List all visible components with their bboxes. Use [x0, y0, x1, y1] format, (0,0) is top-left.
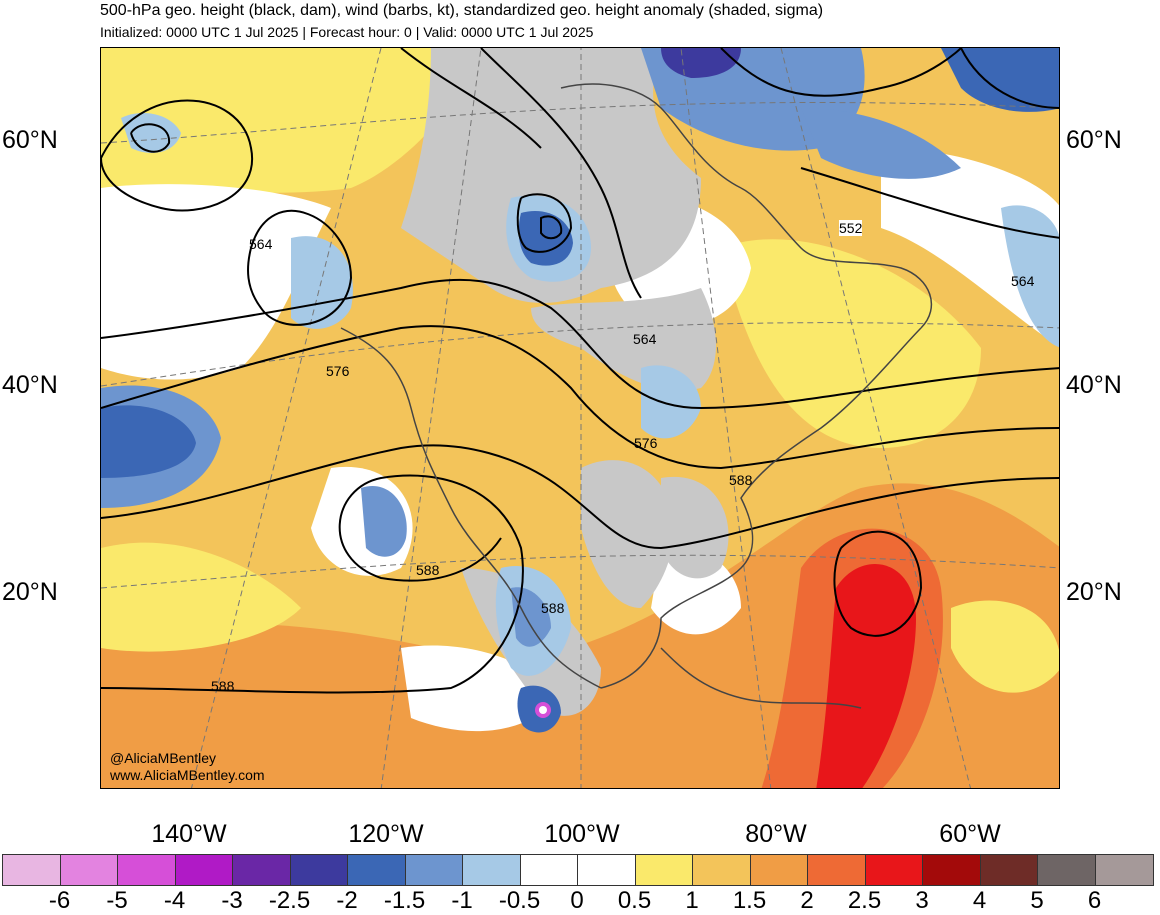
lat-label-60n-right: 60°N [1066, 126, 1122, 154]
colorbar-cell [290, 855, 348, 885]
colorbar-cell [1095, 855, 1153, 885]
colorbar-cell [348, 855, 406, 885]
colorbar [2, 854, 1154, 886]
lon-label-80w: 80°W [745, 820, 807, 848]
contour-label: 576 [634, 435, 658, 451]
colorbar-tick-label: -3 [221, 887, 243, 914]
chart-subtitle: Initialized: 0000 UTC 1 Jul 2025 | Forec… [100, 24, 594, 40]
contour-label: 576 [326, 363, 350, 379]
colorbar-tick-label: -0.5 [498, 887, 541, 914]
lon-label-100w: 100°W [544, 820, 620, 848]
colorbar-cell [405, 855, 463, 885]
lat-label-20n-left: 20°N [2, 578, 58, 606]
contour-label: 564 [1011, 273, 1035, 289]
colorbar-tick-label: -1.5 [383, 887, 426, 914]
contour-label: 588 [729, 472, 753, 488]
colorbar-tick-label: -6 [48, 887, 71, 914]
colorbar-cell [635, 855, 693, 885]
colorbar-cell [865, 855, 923, 885]
credit-handle: @AliciaMBentley [110, 750, 217, 766]
lon-label-60w: 60°W [939, 820, 1001, 848]
colorbar-cell [118, 855, 176, 885]
colorbar-cell [520, 855, 578, 885]
colorbar-tick-label: -5 [106, 887, 128, 914]
colorbar-cell [60, 855, 118, 885]
colorbar-cell [233, 855, 291, 885]
colorbar-cell [693, 855, 751, 885]
lon-label-120w: 120°W [348, 820, 424, 848]
contour-label: 564 [633, 331, 657, 347]
colorbar-tick-label: -2.5 [268, 887, 311, 914]
colorbar-tick-label: 3 [915, 887, 929, 914]
colorbar-cell [3, 855, 61, 885]
lat-label-20n-right: 20°N [1066, 578, 1122, 606]
colorbar-tick-label: 1.5 [732, 887, 767, 914]
lat-label-40n-right: 40°N [1066, 371, 1122, 399]
chart-title: 500-hPa geo. height (black, dam), wind (… [100, 2, 824, 19]
colorbar-tick-label: 2.5 [847, 887, 882, 914]
colorbar-tick-label: 1 [685, 887, 699, 914]
colorbar-tick-label: -1 [451, 887, 473, 914]
lon-label-140w: 140°W [151, 820, 227, 848]
credit-url: www.AliciaMBentley.com [110, 767, 265, 783]
colorbar-tick-label: 0 [570, 887, 584, 914]
colorbar-cell [1038, 855, 1096, 885]
colorbar-cell [175, 855, 233, 885]
map-svg [101, 48, 1059, 788]
colorbar-tick-label: 4 [972, 887, 987, 914]
colorbar-tick-label: -2 [336, 887, 358, 914]
colorbar-cell [750, 855, 808, 885]
contour-label: 552 [839, 220, 863, 236]
colorbar-cell [808, 855, 866, 885]
colorbar-cell [923, 855, 981, 885]
contour-label: 588 [211, 678, 235, 694]
lat-label-40n-left: 40°N [2, 371, 58, 399]
colorbar-tick-label: 6 [1087, 887, 1102, 914]
weather-map: 552 564 564 564 576 576 588 588 588 588 [100, 47, 1060, 789]
contour-label: 588 [541, 600, 565, 616]
colorbar-tick-label: -4 [163, 887, 186, 914]
colorbar-cell [578, 855, 636, 885]
colorbar-cell [463, 855, 521, 885]
contour-label: 564 [249, 236, 273, 252]
lat-label-60n-left: 60°N [2, 126, 58, 154]
colorbar-tick-label: 2 [800, 887, 814, 914]
colorbar-tick-label: 0.5 [617, 887, 652, 914]
colorbar-cell [980, 855, 1038, 885]
colorbar-tick-label: 5 [1030, 887, 1044, 914]
contour-label: 588 [416, 562, 440, 578]
